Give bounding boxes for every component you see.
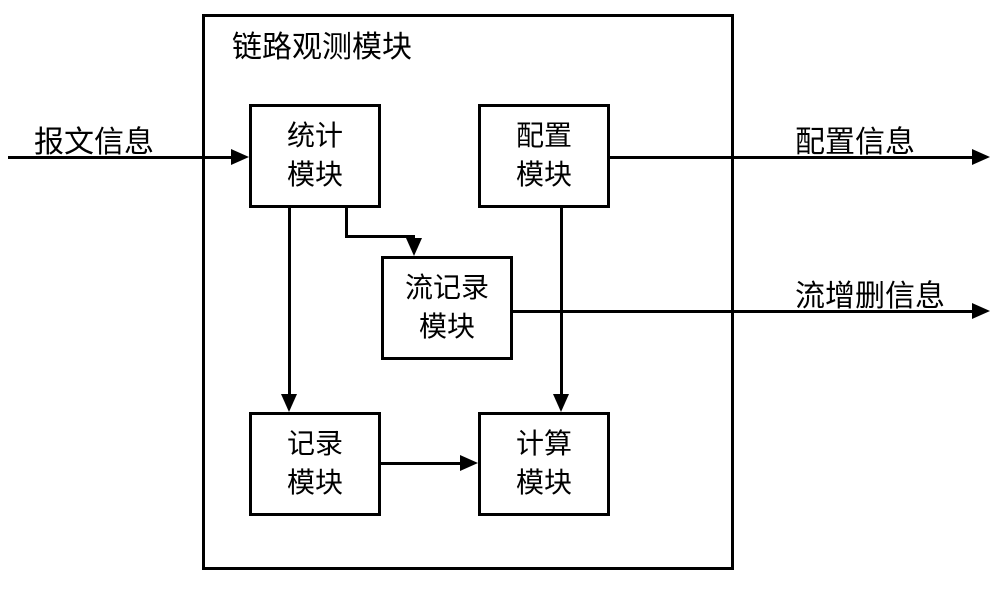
arrow-config-output-head bbox=[972, 149, 990, 165]
arrow-flowrecord-output bbox=[513, 310, 972, 313]
arrow-stats-flowrecord-v bbox=[345, 208, 348, 238]
arrow-record-compute-head bbox=[460, 455, 478, 471]
flow-record-line2: 模块 bbox=[419, 308, 475, 347]
record-module: 记录 模块 bbox=[249, 412, 381, 516]
output-flow-label: 流增删信息 bbox=[795, 271, 945, 315]
arrow-config-compute bbox=[560, 208, 563, 394]
arrow-stats-flowrecord-h bbox=[345, 235, 415, 238]
input-label: 报文信息 bbox=[34, 117, 154, 161]
arrow-input-stats-head bbox=[231, 149, 249, 165]
arrow-record-compute bbox=[381, 462, 460, 465]
arrow-config-compute-head bbox=[553, 394, 569, 412]
compute-line1: 计算 bbox=[516, 425, 572, 464]
config-line1: 配置 bbox=[516, 117, 572, 156]
arrow-config-output bbox=[610, 156, 972, 159]
record-line2: 模块 bbox=[287, 464, 343, 503]
stats-module: 统计 模块 bbox=[249, 104, 381, 208]
compute-module: 计算 模块 bbox=[478, 412, 610, 516]
arrow-flowrecord-output-head bbox=[972, 303, 990, 319]
stats-line2: 模块 bbox=[287, 156, 343, 195]
flow-record-module: 流记录 模块 bbox=[381, 256, 513, 360]
stats-line1: 统计 bbox=[287, 117, 343, 156]
arrow-stats-record-head bbox=[281, 394, 297, 412]
arrow-stats-record bbox=[288, 208, 291, 394]
config-line2: 模块 bbox=[516, 156, 572, 195]
arrow-input-stats bbox=[8, 156, 231, 159]
record-line1: 记录 bbox=[287, 425, 343, 464]
config-module: 配置 模块 bbox=[478, 104, 610, 208]
flow-record-line1: 流记录 bbox=[405, 269, 489, 308]
compute-line2: 模块 bbox=[516, 464, 572, 503]
container-title: 链路观测模块 bbox=[232, 22, 412, 66]
arrow-stats-flowrecord-head bbox=[406, 238, 422, 256]
output-config-label: 配置信息 bbox=[795, 117, 915, 161]
